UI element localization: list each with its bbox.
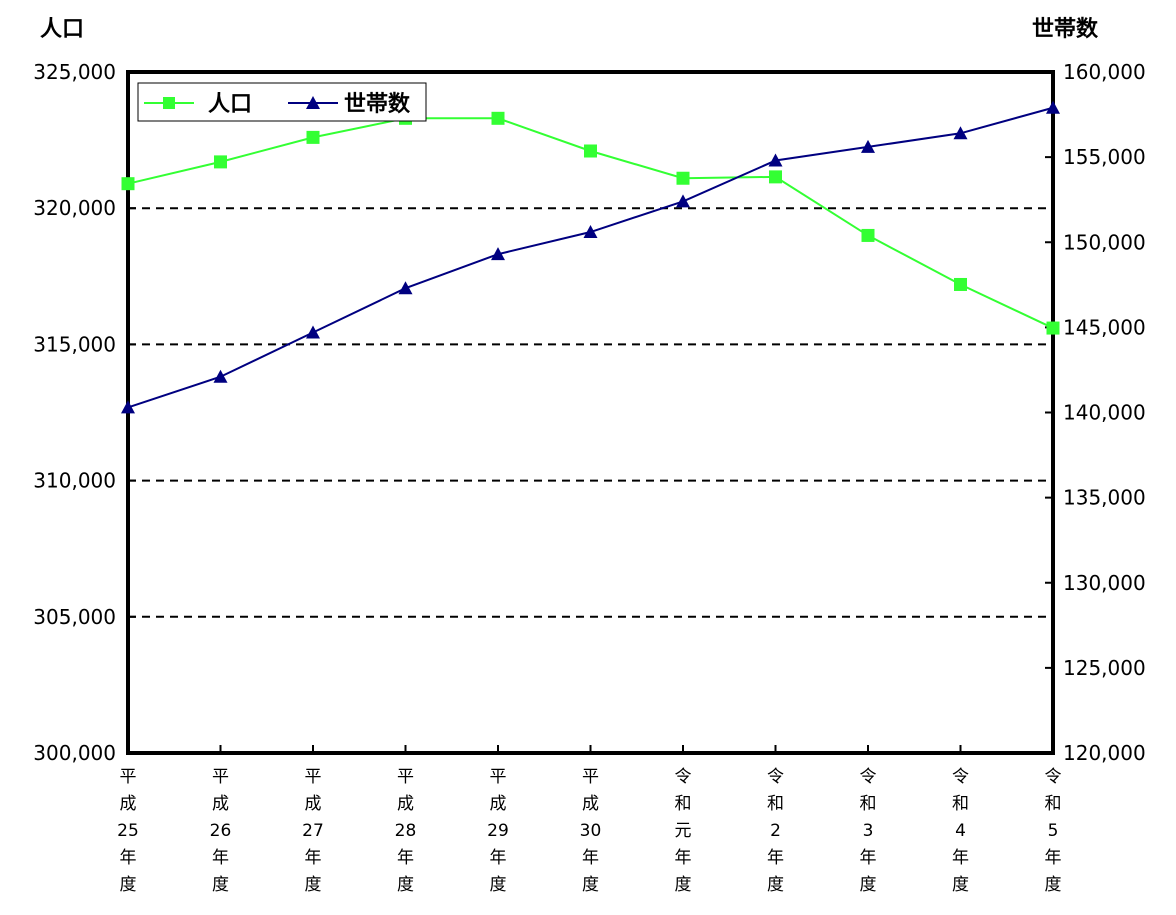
x-category-label: 平成 26 年度 xyxy=(210,767,232,895)
x-category-label: 令和元年度 xyxy=(675,767,692,895)
series-layer xyxy=(121,100,1060,414)
legend: 人口 世帯数 xyxy=(137,82,427,122)
left-tick-label: 315,000 xyxy=(33,332,116,356)
plot-area-frame xyxy=(126,70,1055,755)
left-tick-label: 325,000 xyxy=(33,60,116,84)
right-tick-label: 135,000 xyxy=(1063,486,1146,510)
data-point-households xyxy=(121,400,135,414)
data-point-households xyxy=(676,194,690,208)
data-point-households xyxy=(213,369,228,383)
data-point-households xyxy=(583,225,598,239)
right-tick-label: 145,000 xyxy=(1063,315,1146,339)
x-category-label: 令和 5 年度 xyxy=(1045,767,1062,895)
data-point-population xyxy=(954,277,967,291)
data-point-households xyxy=(306,325,320,339)
legend-label-households: 世帯数 xyxy=(344,91,411,117)
right-tick-label: 130,000 xyxy=(1063,571,1146,595)
data-point-households xyxy=(861,139,875,153)
right-axis-ticks: 120,000 125,000 130,000 135,000 140,000 145,0… xyxy=(1045,60,1146,765)
data-point-households xyxy=(1046,100,1060,114)
x-category-label: 平成 30 年度 xyxy=(580,767,602,895)
data-point-households xyxy=(768,153,783,167)
data-point-population xyxy=(491,111,505,125)
x-category-label: 平成 25 年度 xyxy=(117,767,139,895)
data-point-population xyxy=(861,228,875,242)
right-tick-label: 140,000 xyxy=(1063,401,1146,425)
x-category-label: 令和 4 年度 xyxy=(952,767,969,895)
right-tick-label: 120,000 xyxy=(1063,741,1146,765)
x-category-label: 平成 27 年度 xyxy=(302,767,324,895)
data-point-population xyxy=(306,130,320,144)
data-point-population xyxy=(121,177,135,191)
left-tick-label: 305,000 xyxy=(33,605,116,629)
right-tick-label: 160,000 xyxy=(1063,60,1146,84)
data-point-households xyxy=(953,126,968,140)
left-axis-ticks: 300,000 305,000 310,000 315,000 320,000 325,0… xyxy=(33,60,136,765)
legend-marker-households xyxy=(306,96,320,109)
data-point-population xyxy=(1046,321,1060,335)
data-point-population xyxy=(769,170,782,184)
data-point-population xyxy=(584,144,597,158)
left-axis-title: 人口 xyxy=(40,17,84,42)
right-axis-title: 世帯数 xyxy=(1032,16,1099,42)
data-point-population xyxy=(676,171,690,185)
left-tick-label: 300,000 xyxy=(33,741,116,765)
data-point-households xyxy=(398,281,413,295)
x-category-label: 平成 29 年度 xyxy=(487,767,509,895)
data-point-population xyxy=(214,155,227,169)
right-tick-label: 155,000 xyxy=(1063,145,1146,169)
right-tick-label: 125,000 xyxy=(1063,656,1146,680)
left-tick-label: 310,000 xyxy=(33,469,116,493)
right-tick-label: 150,000 xyxy=(1063,230,1146,254)
gridlines xyxy=(128,207,1053,618)
x-axis-ticks: 平成 25 年度 平成 26 年度 平成 27 年度 平成 28 年度 平成 29 年度 平成 30 年度 令和元年… xyxy=(117,745,1062,895)
legend-marker-population xyxy=(163,97,175,109)
data-point-households xyxy=(491,247,505,261)
x-category-label: 平成 28 年度 xyxy=(395,767,417,895)
left-tick-label: 320,000 xyxy=(33,196,116,220)
legend-label-population: 人口 xyxy=(208,92,252,117)
x-category-label: 令和 3 年度 xyxy=(860,767,877,895)
x-category-label: 令和 2 年度 xyxy=(767,767,784,895)
